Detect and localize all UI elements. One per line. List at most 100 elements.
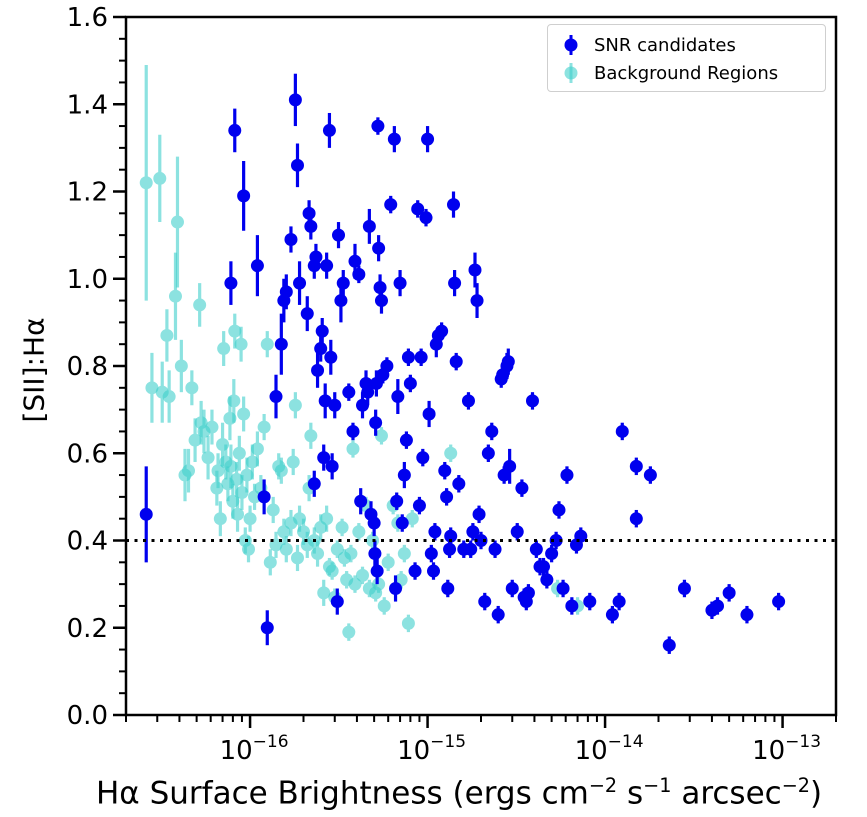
snr-point	[583, 592, 597, 611]
data-point	[772, 595, 786, 609]
snr-point	[332, 222, 346, 249]
snr-point	[370, 557, 384, 585]
data-point	[352, 525, 366, 539]
background-point	[260, 331, 274, 358]
data-point	[464, 542, 478, 556]
data-point	[390, 494, 404, 508]
background-point	[346, 440, 360, 458]
data-point	[346, 442, 360, 456]
snr-point	[274, 313, 288, 375]
background-point	[232, 435, 246, 471]
data-point	[170, 215, 184, 229]
data-point	[444, 446, 458, 460]
snr-point	[393, 270, 407, 297]
background-point	[182, 448, 196, 493]
background-point	[266, 496, 280, 524]
data-point	[205, 420, 219, 434]
data-point	[332, 228, 346, 242]
snr-point	[311, 352, 325, 388]
background-point	[211, 453, 225, 489]
snr-point	[540, 571, 554, 589]
y-tick-label: 0.8	[67, 352, 108, 382]
background-point	[356, 566, 370, 585]
data-point	[201, 451, 215, 465]
snr-point	[419, 208, 433, 227]
background-point	[250, 431, 264, 467]
snr-point	[322, 112, 336, 148]
data-point	[328, 398, 342, 412]
snr-point	[629, 509, 643, 528]
data-point	[441, 581, 455, 595]
snr-point	[300, 296, 314, 332]
data-point	[286, 455, 300, 469]
data-point	[153, 171, 167, 185]
data-point	[393, 276, 407, 290]
snr-point	[468, 252, 482, 288]
legend-label-background: Background Regions	[594, 62, 779, 84]
snr-point	[399, 431, 413, 449]
snr-point	[466, 523, 480, 541]
data-point	[342, 625, 356, 639]
background-point	[231, 496, 245, 532]
data-point	[234, 337, 248, 351]
legend: SNR candidates Background Regions	[547, 24, 826, 92]
data-point	[374, 429, 388, 443]
snr-point	[452, 475, 466, 493]
background-point	[153, 134, 167, 223]
snr-point	[501, 348, 515, 375]
data-point	[325, 564, 339, 578]
snr-point	[461, 392, 475, 410]
data-point	[525, 394, 539, 408]
snr-point	[615, 422, 629, 441]
data-point	[403, 376, 417, 390]
data-point	[162, 390, 176, 404]
snr-point	[288, 73, 302, 127]
y-tick-label: 1.4	[67, 90, 108, 120]
background-point	[201, 435, 215, 480]
data-point	[440, 490, 454, 504]
snr-point	[488, 540, 502, 558]
data-point	[185, 381, 199, 395]
snr-point	[277, 278, 291, 323]
data-point	[352, 267, 366, 281]
snr-point	[320, 252, 334, 279]
data-point	[250, 259, 264, 273]
data-point	[315, 324, 329, 338]
data-point	[324, 350, 338, 364]
data-point	[605, 608, 619, 622]
data-point	[160, 328, 174, 342]
data-point	[309, 250, 323, 264]
snr-point	[293, 261, 307, 305]
background-point	[277, 518, 291, 545]
data-point	[245, 455, 259, 469]
snr-point	[515, 479, 529, 497]
data-point	[311, 547, 325, 561]
data-point	[257, 490, 271, 504]
snr-point	[711, 597, 725, 615]
snr-point	[740, 605, 754, 624]
snr-point	[510, 523, 524, 541]
x-tick-label: 10−16	[220, 732, 289, 766]
snr-point	[325, 453, 339, 480]
data-point	[342, 385, 356, 399]
y-tick-label: 1.2	[67, 178, 108, 208]
data-point	[228, 123, 242, 137]
data-point	[269, 390, 283, 404]
background-point	[217, 331, 231, 366]
data-point	[330, 542, 344, 556]
background-point	[279, 536, 293, 563]
snr-point	[139, 466, 153, 563]
snr-point	[662, 636, 676, 654]
background-point	[405, 509, 419, 528]
background-point	[160, 309, 174, 362]
snr-point	[330, 588, 344, 615]
data-point	[335, 520, 349, 534]
data-point	[438, 464, 452, 478]
data-point	[629, 459, 643, 473]
background-point	[234, 326, 248, 362]
data-point	[368, 547, 382, 561]
x-tick-label: 10−13	[752, 732, 821, 766]
data-point	[277, 525, 291, 539]
data-point	[193, 298, 207, 312]
